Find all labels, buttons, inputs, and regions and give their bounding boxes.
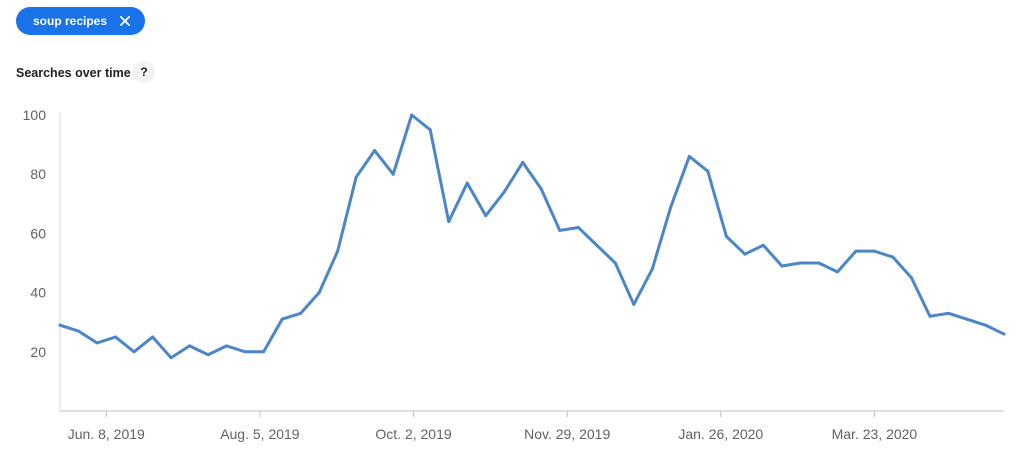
- data-point: [928, 314, 932, 318]
- data-point: [58, 323, 62, 327]
- data-point: [151, 335, 155, 339]
- data-point: [595, 243, 599, 247]
- data-point: [521, 160, 525, 164]
- data-point: [336, 249, 340, 253]
- x-tick-label: Jun. 8, 2019: [68, 426, 145, 442]
- data-point: [502, 190, 506, 194]
- data-point: [983, 323, 987, 327]
- data-point: [114, 335, 118, 339]
- series-line: [58, 113, 1006, 360]
- data-point: [428, 128, 432, 132]
- data-point: [243, 350, 247, 354]
- data-point: [632, 302, 636, 306]
- help-icon[interactable]: ?: [133, 61, 155, 83]
- close-icon[interactable]: [119, 15, 131, 27]
- data-point: [280, 317, 284, 321]
- data-point: [95, 341, 99, 345]
- data-point: [299, 311, 303, 315]
- y-tick-label: 20: [30, 344, 46, 360]
- x-tick-label: Jan. 26, 2020: [678, 426, 763, 442]
- x-tick-label: Mar. 23, 2020: [832, 426, 918, 442]
- x-tick-label: Nov. 29, 2019: [524, 426, 610, 442]
- data-point: [965, 317, 969, 321]
- data-point: [798, 261, 802, 265]
- data-point: [780, 264, 784, 268]
- data-point: [484, 214, 488, 218]
- x-tick-label: Aug. 5, 2019: [220, 426, 300, 442]
- filter-chip-label: soup recipes: [33, 14, 108, 28]
- data-point: [576, 225, 580, 229]
- data-point: [891, 255, 895, 259]
- data-point: [650, 267, 654, 271]
- data-point: [946, 311, 950, 315]
- data-point: [77, 329, 81, 333]
- data-point: [558, 228, 562, 232]
- data-point: [391, 172, 395, 176]
- data-point: [317, 291, 321, 295]
- data-point: [225, 344, 229, 348]
- data-point: [669, 205, 673, 209]
- data-point: [854, 249, 858, 253]
- y-tick-label: 100: [23, 107, 47, 123]
- y-tick-label: 60: [30, 225, 46, 241]
- x-tick-label: Oct. 2, 2019: [375, 426, 451, 442]
- data-point: [410, 113, 414, 117]
- data-point: [465, 181, 469, 185]
- data-point: [817, 261, 821, 265]
- data-point: [539, 187, 543, 191]
- data-point: [206, 353, 210, 357]
- data-point: [835, 270, 839, 274]
- data-point: [743, 252, 747, 256]
- data-point: [169, 356, 173, 360]
- data-point: [761, 243, 765, 247]
- filter-chip[interactable]: soup recipes: [16, 7, 146, 35]
- data-point: [373, 149, 377, 153]
- data-point: [354, 175, 358, 179]
- data-point: [909, 276, 913, 280]
- y-tick-label: 80: [30, 166, 46, 182]
- data-point: [132, 350, 136, 354]
- data-point: [724, 234, 728, 238]
- data-point: [262, 350, 266, 354]
- data-point: [706, 169, 710, 173]
- data-point: [188, 344, 192, 348]
- data-point: [872, 249, 876, 253]
- data-point: [687, 154, 691, 158]
- section-title: Searches over time: [16, 66, 131, 80]
- data-point: [613, 261, 617, 265]
- y-tick-label: 40: [30, 285, 46, 301]
- data-point: [1002, 332, 1006, 336]
- data-point: [447, 220, 451, 224]
